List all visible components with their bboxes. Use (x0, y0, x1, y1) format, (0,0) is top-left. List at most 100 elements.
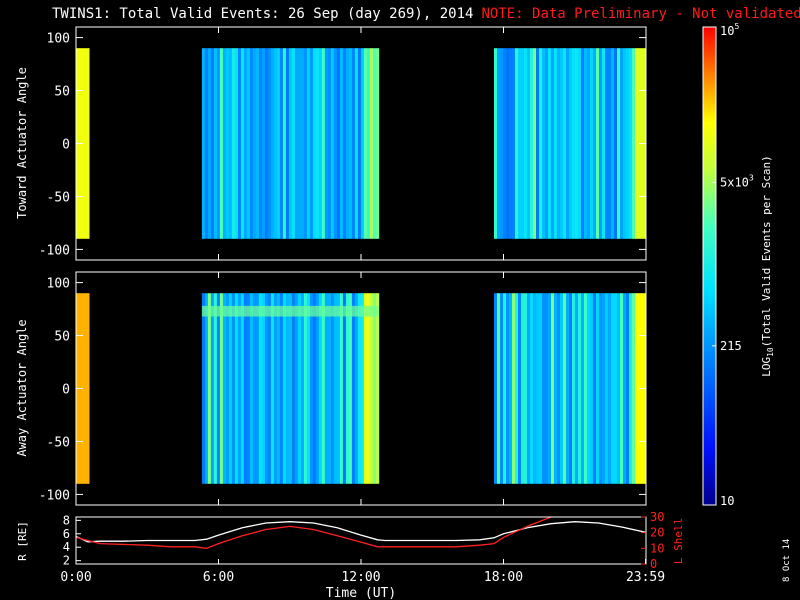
heatmap-cell (509, 48, 513, 239)
heatmap-cell (276, 48, 281, 239)
heatmap-cell (500, 48, 504, 239)
heatmap-cell (608, 293, 612, 484)
heatmap-cell (614, 48, 618, 239)
heatmap-cell (602, 48, 606, 239)
heatmap-cell (566, 293, 570, 484)
heatmap-cell (315, 48, 320, 239)
ytick-label: 50 (54, 85, 70, 100)
heatmap-cell (572, 293, 576, 484)
heatmap-cell (521, 48, 525, 239)
heatmap-cell (593, 48, 597, 239)
ytick-right-label: 10 (650, 541, 664, 555)
ytick-label: 100 (47, 277, 70, 292)
xtick-label: 12:00 (341, 570, 380, 585)
heatmap-cell (270, 293, 275, 484)
heatmap-cell (252, 48, 257, 239)
series-line-r (75, 521, 647, 543)
heatmap-cell (339, 293, 344, 484)
panel-away: 100 50 0 -50 -100 Away Actuator Angle (15, 271, 647, 506)
heatmap-cell (348, 48, 353, 239)
heatmap-cell (336, 293, 341, 484)
heatmap-cell (357, 293, 362, 484)
ytick-left-label: 2 (63, 554, 70, 568)
heatmap-cell (596, 293, 600, 484)
ytick-label: 100 (47, 32, 70, 47)
heatmap-cell (506, 293, 510, 484)
heatmap-cell (249, 293, 254, 484)
orbit-ylabel-right: L Shell (672, 518, 685, 564)
heatmap-cell (291, 293, 296, 484)
ytick-label: 50 (54, 330, 70, 345)
heatmap-cell (524, 48, 528, 239)
colorbar-label-sub: 10 (766, 347, 775, 357)
heatmap-cell (336, 48, 341, 239)
heatmap-cell (306, 48, 311, 239)
heatmap-cell (369, 48, 374, 239)
heatmap-cell (240, 293, 245, 484)
heatmap-cell (279, 293, 284, 484)
heatmap-cell (539, 293, 543, 484)
heatmap-cell (306, 293, 311, 484)
heatmap-cell (542, 293, 546, 484)
heatmap-cell (243, 293, 248, 484)
heatmap-cell (530, 48, 534, 239)
panel-toward-yticks: 100 50 0 -50 -100 (39, 27, 647, 260)
heatmap-cell (575, 293, 579, 484)
heatmap-cell (261, 48, 266, 239)
heatmap-cell (578, 48, 582, 239)
heatmap-cell (527, 48, 531, 239)
heatmap-cell (497, 293, 501, 484)
ytick-label: -50 (47, 435, 70, 450)
ytick-right-label: 0 (650, 557, 657, 571)
heatmap-cell (309, 293, 314, 484)
heatmap-cell (536, 48, 540, 239)
heatmap-cell (503, 293, 507, 484)
heatmap-cell (518, 48, 522, 239)
heatmap-cell (288, 48, 293, 239)
heatmap-cell (614, 293, 618, 484)
heatmap-cell (590, 48, 594, 239)
heatmap-cell (623, 48, 627, 239)
heatmap-cell (602, 293, 606, 484)
heatmap-cell (533, 48, 537, 239)
heatmap-cell (608, 48, 612, 239)
heatmap-cell (82, 293, 86, 484)
heatmap-cell (258, 48, 263, 239)
heatmap-cell (363, 293, 368, 484)
heatmap-cell (366, 48, 371, 239)
heatmap-cell (509, 293, 513, 484)
panel-away-yticks: 100 50 0 -50 -100 (39, 272, 647, 505)
heatmap-cell (587, 48, 591, 239)
heatmap-cell (554, 293, 558, 484)
heatmap-cell (255, 293, 260, 484)
heatmap-cell (512, 293, 516, 484)
heatmap-cell (360, 48, 365, 239)
heatmap-cell (563, 48, 567, 239)
heatmap-cell (318, 293, 323, 484)
heatmap-cell (515, 293, 519, 484)
heatmap-cell (605, 293, 609, 484)
heatmap-cell (231, 48, 236, 239)
heatmap-cell (300, 293, 305, 484)
heatmap-cell (623, 293, 627, 484)
colorbar-tick-label: 105 (720, 22, 739, 38)
heatmap-cell (237, 293, 242, 484)
ytick-label: 0 (62, 383, 70, 398)
colorbar-ticks: 10 215 5x103 105 (712, 22, 754, 508)
heatmap-cell (327, 48, 332, 239)
heatmap-cell (372, 293, 377, 484)
heatmap-cell (273, 48, 278, 239)
heatmap-cell (294, 48, 299, 239)
heatmap-cell (88, 293, 90, 484)
heatmap-cell (255, 48, 260, 239)
heatmap-cell (297, 293, 302, 484)
heatmap-cell (228, 48, 233, 239)
heatmap-cell (282, 48, 287, 239)
xtick-label: 23:59 (626, 570, 665, 585)
heatmap-cell (264, 293, 269, 484)
heatmap-cell (545, 293, 549, 484)
heatmap-cell (210, 48, 215, 239)
heatmap-cell (581, 293, 585, 484)
heatmap-cell (581, 48, 585, 239)
